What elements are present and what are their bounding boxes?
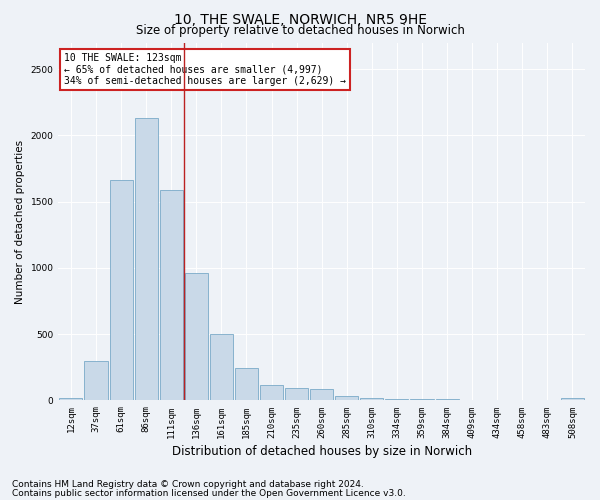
Bar	[59, 398, 82, 400]
Bar	[85, 362, 107, 401]
Text: 10, THE SWALE, NORWICH, NR5 9HE: 10, THE SWALE, NORWICH, NR5 9HE	[173, 12, 427, 26]
Bar	[410, 399, 434, 400]
Text: 10 THE SWALE: 123sqm
← 65% of detached houses are smaller (4,997)
34% of semi-de: 10 THE SWALE: 123sqm ← 65% of detached h…	[64, 53, 346, 86]
Bar	[385, 399, 409, 400]
Bar	[110, 180, 133, 400]
Bar	[134, 118, 158, 401]
Bar	[260, 384, 283, 400]
Text: Size of property relative to detached houses in Norwich: Size of property relative to detached ho…	[136, 24, 464, 37]
Bar	[561, 398, 584, 400]
Bar	[361, 398, 383, 400]
Bar	[235, 368, 258, 400]
Bar	[285, 388, 308, 400]
Text: Contains public sector information licensed under the Open Government Licence v3: Contains public sector information licen…	[12, 490, 406, 498]
Bar	[310, 388, 333, 400]
Bar	[210, 334, 233, 400]
Y-axis label: Number of detached properties: Number of detached properties	[15, 140, 25, 304]
Text: Contains HM Land Registry data © Crown copyright and database right 2024.: Contains HM Land Registry data © Crown c…	[12, 480, 364, 489]
Bar	[160, 190, 183, 400]
Bar	[436, 399, 458, 400]
Bar	[185, 273, 208, 400]
X-axis label: Distribution of detached houses by size in Norwich: Distribution of detached houses by size …	[172, 444, 472, 458]
Bar	[335, 396, 358, 400]
